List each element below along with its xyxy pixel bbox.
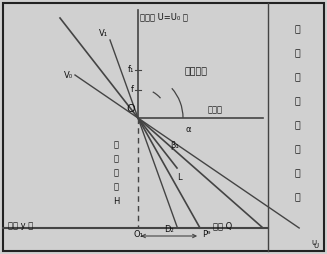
Text: 距: 距: [295, 50, 301, 58]
Text: L: L: [177, 173, 181, 183]
Text: 示: 示: [295, 121, 301, 131]
Text: 理: 理: [295, 98, 301, 106]
Text: 光轴 Q: 光轴 Q: [213, 221, 232, 230]
Text: β₁: β₁: [170, 141, 179, 151]
Text: 原: 原: [295, 73, 301, 83]
Text: 意: 意: [295, 146, 301, 154]
Text: α: α: [185, 125, 191, 135]
Text: 水平线: 水平线: [208, 105, 223, 114]
Text: 测: 测: [295, 25, 301, 35]
Text: 镜: 镜: [113, 140, 118, 150]
Text: V₁: V₁: [99, 29, 108, 38]
Text: V₀: V₀: [64, 71, 73, 80]
Text: U: U: [314, 243, 319, 249]
Text: 度: 度: [113, 183, 118, 192]
Text: U: U: [312, 240, 317, 246]
Text: 镜头平面: 镜头平面: [185, 68, 208, 76]
Text: O₁: O₁: [133, 230, 143, 239]
Text: 头: 头: [113, 154, 118, 164]
Text: 图: 图: [295, 169, 301, 179]
Text: D₂: D₂: [164, 225, 174, 234]
Text: 地面 y 轴: 地面 y 轴: [8, 221, 33, 230]
Text: f₁: f₁: [128, 66, 134, 74]
Text: 一: 一: [295, 194, 301, 202]
Text: O: O: [126, 104, 135, 114]
Text: f: f: [131, 86, 134, 94]
Text: P⁹: P⁹: [202, 230, 211, 239]
Text: H: H: [113, 197, 119, 205]
Text: 高: 高: [113, 168, 118, 178]
Text: 成像面 U=U₀ 轴: 成像面 U=U₀ 轴: [140, 12, 188, 21]
